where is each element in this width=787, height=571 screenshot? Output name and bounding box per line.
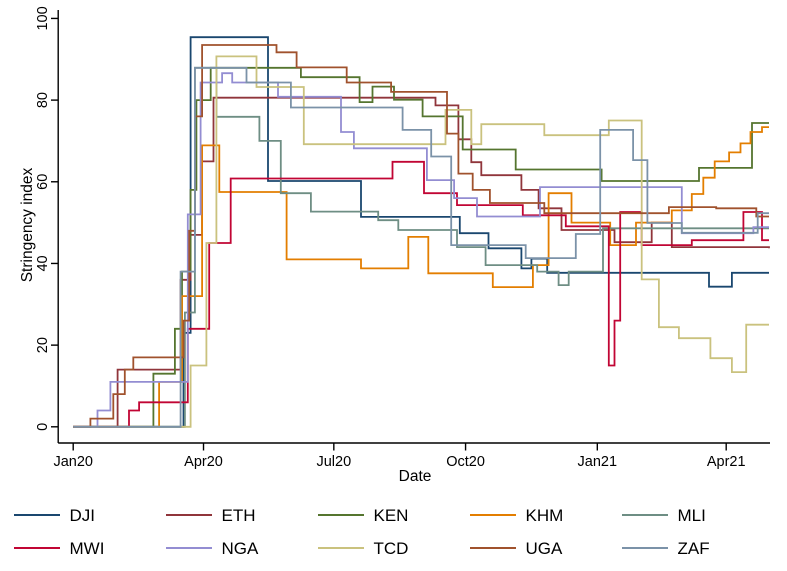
legend-label: ZAF [677,538,710,558]
series-line-zaf [73,66,769,428]
legend-item-mli: MLI [621,503,774,527]
y-tick-label: 0 [35,423,51,431]
legend-item-zaf: ZAF [621,536,774,560]
legend-label: ETH [221,505,256,525]
legend-line-swatch [621,513,668,517]
legend-label: MLI [677,505,706,525]
y-tick-label: 20 [35,337,51,353]
x-tick-label: Jan20 [53,454,93,470]
legend-label: MWI [69,538,105,558]
chart-legend: DJI ETH KEN KHM MLI MWI NGA TCD UGA ZAF [0,503,787,560]
series-lines [73,36,770,428]
x-axis-title: Date [398,468,432,485]
legend-item-dji: DJI [13,503,166,527]
legend-line-swatch [621,546,668,550]
x-tick-label: Apr20 [184,454,223,470]
legend-item-nga: NGA [165,536,318,560]
series-line-khm [73,126,769,428]
chart-canvas: 0 20 40 60 80 100 Jan20 Apr20 Jul20 Oct20 Jan21 Apr… [35,6,770,470]
legend-line-swatch [13,546,60,550]
legend-line-swatch [469,513,516,517]
y-tick-label: 100 [35,6,51,30]
legend-item-eth: ETH [165,503,318,527]
legend-line-swatch [165,546,212,550]
y-tick-label: 40 [35,255,51,271]
legend-item-uga: UGA [469,536,622,560]
series-line-dji [73,36,769,428]
legend-label: TCD [373,538,409,558]
x-tick-label: Jul20 [316,454,351,470]
axes: 0 20 40 60 80 100 Jan20 Apr20 Jul20 Oct20 Jan21 Apr… [35,6,770,470]
legend-item-ken: KEN [317,503,470,527]
legend-line-swatch [317,546,364,550]
legend-line-swatch [13,513,60,517]
x-tick-label: Jan21 [578,454,618,470]
x-tick-label: Apr21 [707,454,746,470]
series-line-tcd [73,55,769,428]
legend-label: NGA [221,538,259,558]
y-tick-label: 60 [35,174,51,190]
series-line-eth [73,96,770,428]
legend-item-tcd: TCD [317,536,470,560]
series-line-nga [73,72,769,428]
legend-label: UGA [525,538,563,558]
series-line-mwi [73,160,769,428]
legend-label: KHM [525,505,564,525]
legend-label: KEN [373,505,409,525]
legend-line-swatch [317,513,364,517]
y-tick-label: 80 [35,92,51,108]
legend-item-mwi: MWI [13,536,166,560]
legend-item-khm: KHM [469,503,622,527]
series-line-uga [73,44,769,428]
legend-line-swatch [469,546,516,550]
series-line-mli [73,66,769,428]
y-axis-title: Stringency index [19,167,36,283]
legend-label: DJI [69,505,96,525]
x-tick-label: Oct20 [446,454,485,470]
series-line-ken [73,66,769,428]
legend-line-swatch [165,513,212,517]
